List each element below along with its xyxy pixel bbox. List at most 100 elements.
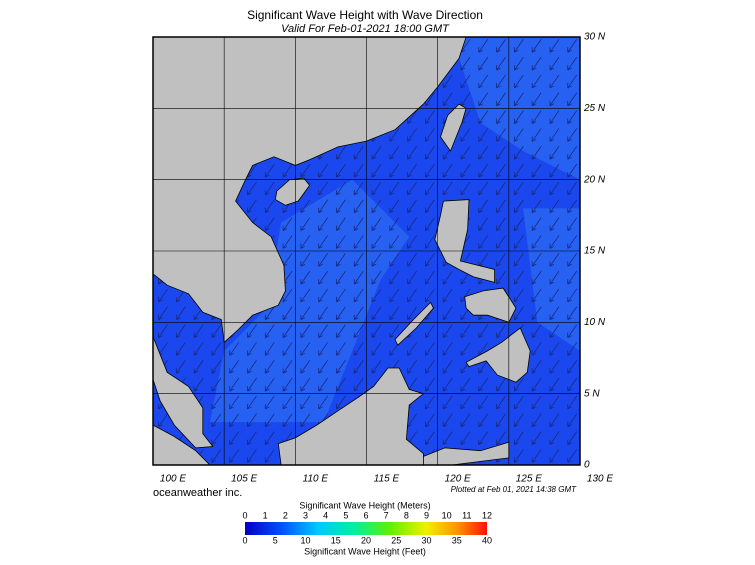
- wave-arrow: [389, 128, 400, 142]
- wave-arrow: [282, 413, 293, 428]
- wave-arrow: [407, 342, 417, 356]
- wave-arrow: [300, 413, 311, 428]
- wave-arrow: [264, 306, 275, 321]
- wave-arrow: [567, 235, 578, 249]
- wave-arrow: [158, 324, 168, 338]
- wave-arrow: [513, 199, 524, 214]
- wave-arrow: [513, 253, 524, 267]
- wave-arrow: [353, 377, 364, 392]
- wave-arrow: [513, 163, 524, 178]
- wave-arrow: [478, 324, 489, 338]
- wave-arrow: [336, 288, 346, 303]
- colorbar-title-top: Significant Wave Height (Meters): [299, 500, 430, 510]
- wave-arrow: [353, 199, 364, 214]
- wave-arrow: [442, 324, 453, 338]
- wave-arrow: [336, 235, 346, 249]
- wave-arrow: [531, 253, 542, 267]
- wave-arrow: [513, 128, 524, 142]
- lon-label: 105 E: [231, 474, 257, 485]
- wave-arrow: [353, 306, 364, 321]
- wave-arrow: [513, 146, 524, 160]
- wave-arrow: [336, 395, 346, 410]
- meters-tick: 5: [343, 510, 348, 520]
- lat-label: 5 N: [584, 388, 600, 399]
- feet-tick: 5: [273, 535, 278, 545]
- lat-label: 20 N: [583, 174, 606, 185]
- wave-arrow: [531, 181, 542, 196]
- wave-arrow: [300, 360, 311, 374]
- wave-arrow: [567, 56, 578, 71]
- wave-arrow: [407, 128, 417, 142]
- wave-arrow: [425, 253, 435, 267]
- wave-arrow: [318, 324, 328, 338]
- wave-arrow: [371, 270, 382, 285]
- wave-arrow: [460, 324, 471, 338]
- wave-arrow: [478, 360, 489, 374]
- wave-arrow: [496, 92, 506, 107]
- wave-arrow: [549, 253, 560, 267]
- wave-arrow: [549, 377, 560, 392]
- wave-arrow: [496, 235, 506, 249]
- wave-arrow: [460, 377, 471, 392]
- wave-arrow: [442, 288, 453, 303]
- wave-arrow: [264, 431, 275, 445]
- wave-arrow: [264, 360, 275, 374]
- wave-arrow: [513, 377, 524, 392]
- wave-arrow: [318, 395, 328, 410]
- wave-arrow: [193, 324, 204, 338]
- wave-arrow: [300, 270, 311, 285]
- wave-arrow: [175, 342, 186, 356]
- wave-arrow: [300, 288, 311, 303]
- wave-arrow: [478, 128, 489, 142]
- wave-arrow: [567, 306, 578, 321]
- wave-arrow: [496, 128, 506, 142]
- map: [153, 37, 580, 465]
- wave-arrow: [353, 146, 364, 160]
- wave-arrow: [513, 181, 524, 196]
- wave-arrow: [247, 199, 257, 214]
- wave-arrow: [442, 395, 453, 410]
- wave-arrow: [549, 288, 560, 303]
- wave-arrow: [407, 110, 417, 124]
- wave-arrow: [549, 74, 560, 89]
- wave-arrow: [371, 181, 382, 196]
- wave-arrow: [371, 360, 382, 374]
- wave-arrow: [496, 395, 506, 410]
- wave-arrow: [336, 270, 346, 285]
- wave-arrow: [496, 413, 506, 428]
- wave-arrow: [264, 413, 275, 428]
- wave-arrow: [478, 395, 489, 410]
- wave-arrow: [531, 413, 542, 428]
- wave-arrow: [531, 92, 542, 107]
- wave-arrow: [353, 163, 364, 178]
- subtitle: Valid For Feb-01-2021 18:00 GMT: [281, 23, 450, 35]
- wave-arrow: [247, 342, 257, 356]
- wave-arrow: [567, 270, 578, 285]
- wave-arrow: [300, 199, 311, 214]
- colorbar-title-bottom: Significant Wave Height (Feet): [304, 546, 426, 556]
- shade: [209, 179, 410, 423]
- meters-tick: 1: [263, 510, 268, 520]
- feet-tick: 15: [331, 535, 341, 545]
- wave-arrow: [193, 342, 204, 356]
- wave-arrow: [478, 377, 489, 392]
- wave-arrow: [318, 163, 328, 178]
- meters-tick: 2: [283, 510, 288, 520]
- wave-arrow: [549, 199, 560, 214]
- wave-arrow: [425, 395, 435, 410]
- axis-labels: 30 N 25 N 20 N 15 N 10 N 5 N 0 100 E 105 E 110 E 1…: [160, 32, 613, 485]
- wave-arrow: [460, 431, 471, 445]
- wave-arrow: [158, 413, 168, 428]
- wave-arrow: [496, 74, 506, 89]
- wave-arrow: [425, 217, 435, 231]
- wave-arrow: [496, 199, 506, 214]
- wave-arrow: [229, 431, 240, 445]
- wave-arrow: [567, 395, 578, 410]
- wave-arrow: [407, 306, 417, 321]
- wave-arrow: [389, 163, 400, 178]
- wave-arrow: [353, 270, 364, 285]
- wave-arrow: [264, 377, 275, 392]
- wave-arrow: [513, 110, 524, 124]
- wave-arrow: [549, 235, 560, 249]
- wave-arrow: [531, 199, 542, 214]
